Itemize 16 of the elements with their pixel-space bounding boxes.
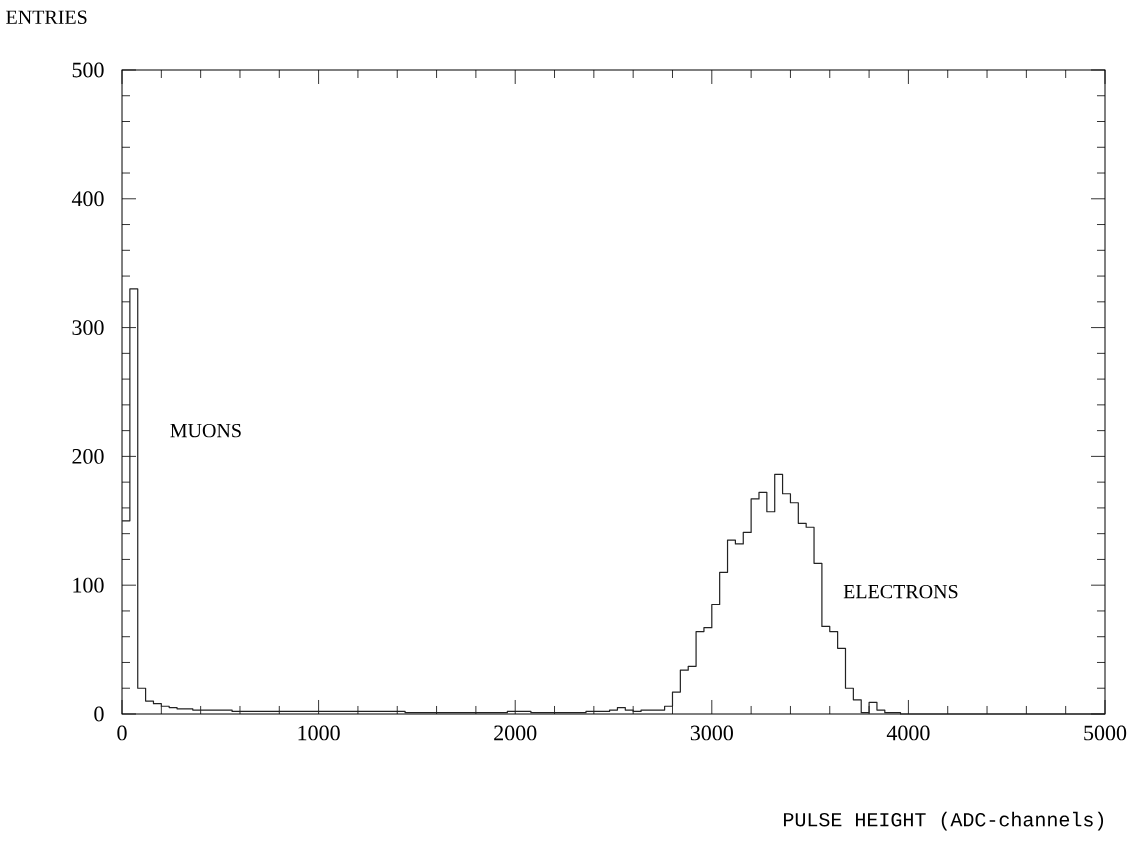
x-tick-label: 0 xyxy=(117,725,127,741)
x-tick-label: 4000 xyxy=(886,725,930,741)
x-tick-label: 3000 xyxy=(690,725,733,741)
x-tick-label: 2000 xyxy=(494,725,537,741)
annotation: MUONS xyxy=(170,423,241,438)
x-tick-label: 5000 xyxy=(1084,725,1127,741)
annotation: ELECTRONS xyxy=(843,584,958,599)
y-tick-label: 400 xyxy=(71,191,104,207)
y-tick-label: 300 xyxy=(72,320,104,336)
y-tick-label: 100 xyxy=(73,577,104,593)
y-tick-label: 200 xyxy=(72,448,104,464)
x-axis-title: PULSE HEIGHT (ADC-channels) xyxy=(784,811,1104,831)
y-tick-label: 500 xyxy=(72,62,104,78)
y-axis-title: ENTRIES xyxy=(6,10,87,24)
y-tick-label: 0 xyxy=(94,706,104,722)
x-tick-label: 1000 xyxy=(298,725,340,741)
